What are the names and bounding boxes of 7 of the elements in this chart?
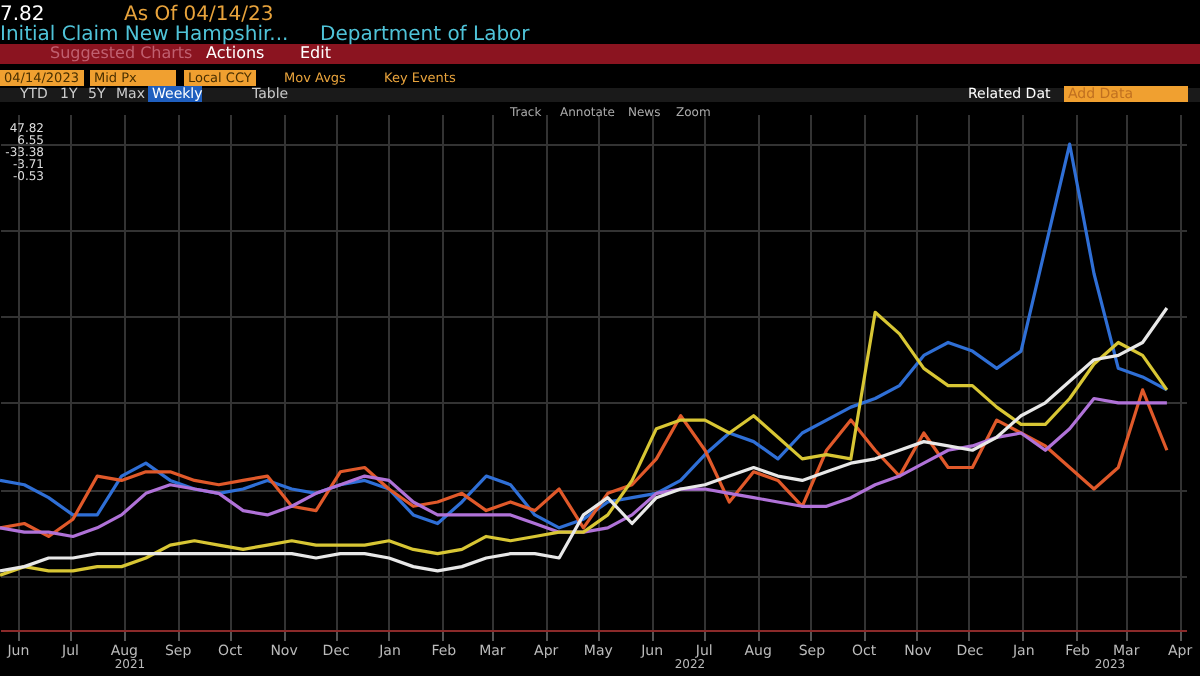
- chart-subtitle: Department of Labor: [320, 24, 532, 46]
- text: As Of 04/14/23: [124, 4, 274, 26]
- text: Suggested Charts: [50, 44, 193, 62]
- text: 7.82: [0, 4, 45, 26]
- text: Edit: [300, 44, 331, 62]
- chart-title: Initial Claim New Hampshir...: [0, 24, 289, 46]
- text: Actions: [206, 44, 265, 62]
